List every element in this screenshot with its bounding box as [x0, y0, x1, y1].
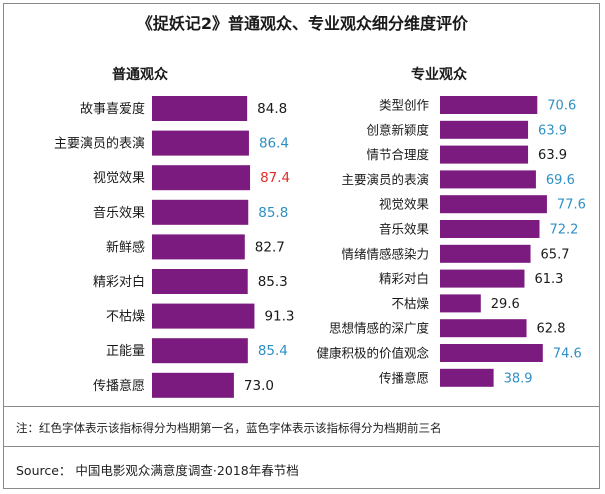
right-value-label: 70.6: [547, 99, 576, 114]
right-category-label: 音乐效果: [379, 222, 430, 237]
right-bar: [440, 120, 529, 139]
right-category-label: 类型创作: [379, 98, 430, 113]
left-bar: [152, 130, 249, 156]
right-bar: [440, 96, 538, 114]
left-value-label: 85.8: [258, 205, 288, 221]
right-category-label: 情绪情感感染力: [341, 246, 429, 261]
note-divider-top: [3, 406, 600, 407]
right-bar: [440, 220, 540, 238]
right-bar: [440, 170, 536, 189]
right-value-label: 62.8: [537, 322, 566, 337]
left-value-label: 87.4: [260, 170, 290, 186]
right-bar: [440, 319, 527, 338]
left-category-label: 视觉效果: [93, 171, 145, 186]
right-value-label: 72.2: [549, 223, 578, 238]
color-note: 注：红色字体表示该指标得分为档期第一名，蓝色字体表示该指标得分为档期前三名: [16, 421, 442, 435]
right-bar: [440, 368, 494, 387]
left-category-label: 音乐效果: [93, 205, 145, 221]
right-category-label: 传播意愿: [379, 370, 429, 385]
right-bar: [440, 145, 529, 164]
right-bar: [440, 244, 531, 263]
left-value-label: 73.0: [244, 378, 274, 394]
right-value-label: 77.6: [557, 198, 586, 213]
left-category-label: 精彩对白: [93, 274, 145, 290]
right-value-label: 61.3: [534, 272, 563, 287]
left-category-label: 新鲜感: [106, 239, 145, 255]
left-value-label: 85.4: [258, 343, 288, 359]
right-bar: [440, 195, 547, 214]
right-value-label: 63.9: [538, 148, 567, 163]
left-category-label: 正能量: [106, 344, 145, 359]
chart-frame: [3, 3, 600, 489]
right-bar: [440, 294, 481, 313]
right-category-label: 精彩对白: [379, 271, 429, 286]
left-value-label: 86.4: [259, 136, 289, 152]
left-panel-title: 普通观众: [112, 67, 168, 83]
left-bar: [152, 372, 234, 398]
right-category-label: 健康积极的价值观念: [316, 346, 429, 361]
right-category-label: 视觉效果: [379, 197, 430, 212]
right-value-label: 38.9: [504, 371, 533, 386]
right-category-label: 思想情感的深广度: [329, 321, 430, 336]
right-bar: [440, 344, 543, 362]
left-category-label: 传播意愿: [93, 378, 145, 394]
left-value-label: 85.3: [258, 274, 288, 290]
right-value-label: 29.6: [491, 297, 520, 312]
right-category-label: 情节合理度: [366, 147, 429, 162]
source-line: Source： 中国电影观众满意度调查·2018年春节档: [16, 463, 299, 478]
right-value-label: 74.6: [553, 347, 582, 362]
left-value-label: 82.7: [255, 239, 285, 255]
right-category-label: 创意新颖度: [366, 122, 429, 137]
left-category-label: 不枯燥: [106, 310, 145, 325]
right-bar: [440, 269, 525, 288]
left-category-label: 主要演员的表演: [54, 136, 145, 152]
left-bar: [152, 269, 248, 294]
right-category-label: 不枯燥: [391, 296, 429, 311]
right-value-label: 63.9: [538, 123, 567, 138]
left-bar: [152, 165, 251, 191]
left-bar: [152, 338, 248, 364]
left-category-label: 故事喜爱度: [80, 101, 145, 117]
left-bar: [152, 199, 249, 225]
left-value-label: 84.8: [257, 101, 287, 117]
right-value-label: 69.6: [546, 173, 575, 188]
right-category-label: 主要演员的表演: [341, 172, 429, 187]
left-value-label: 91.3: [264, 309, 294, 325]
right-value-label: 65.7: [541, 247, 570, 262]
left-bar: [152, 96, 248, 121]
left-bar: [152, 303, 255, 329]
right-panel-title: 专业观众: [411, 67, 467, 83]
left-bar: [152, 234, 245, 260]
source-divider: [3, 446, 600, 447]
chart-title: 《捉妖记2》普通观众、专业观众细分维度评价: [136, 14, 469, 33]
